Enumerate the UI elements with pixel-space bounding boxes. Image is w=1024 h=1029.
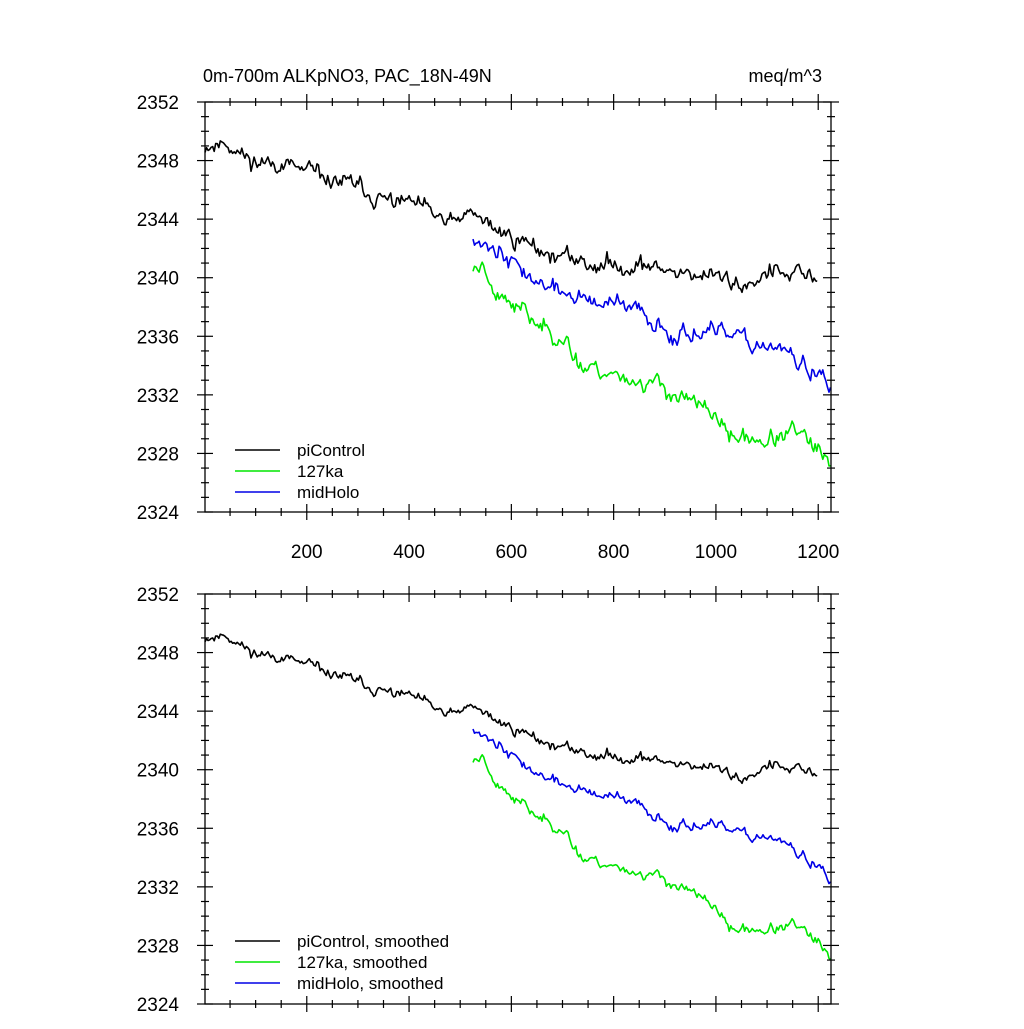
x-tick-label: 1200 bbox=[797, 542, 839, 563]
y-tick-label: 2352 bbox=[137, 93, 179, 114]
series-line-picontrol bbox=[204, 140, 818, 294]
top-legend: piControl 127ka midHolo bbox=[235, 441, 365, 502]
y-tick-label: 2336 bbox=[137, 819, 179, 840]
series-line-picontrol-smoothed bbox=[204, 633, 818, 785]
series-line-midholo-smoothed bbox=[472, 728, 832, 885]
y-tick-label: 2344 bbox=[137, 702, 180, 723]
bottom-panel: 2324 2328 2332 2336 2340 2344 2348 2352 … bbox=[137, 585, 839, 1016]
legend-label-127ka: 127ka bbox=[297, 462, 344, 481]
top-chart-units: meq/m^3 bbox=[749, 66, 822, 86]
top-series-group bbox=[204, 140, 832, 467]
y-tick-label: 2324 bbox=[137, 503, 180, 524]
top-y-tick-labels: 2324 2328 2332 2336 2340 2344 2348 2352 bbox=[137, 93, 180, 524]
y-tick-label: 2352 bbox=[137, 585, 179, 606]
y-tick-label: 2344 bbox=[137, 210, 180, 231]
x-tick-label: 1000 bbox=[695, 542, 737, 563]
top-panel: 0m-700m ALKpNO3, PAC_18N-49N meq/m^3 232… bbox=[137, 66, 840, 563]
y-tick-label: 2340 bbox=[137, 761, 179, 782]
y-tick-label: 2328 bbox=[137, 444, 179, 465]
y-tick-label: 2336 bbox=[137, 327, 179, 348]
x-tick-label: 600 bbox=[495, 542, 527, 563]
series-line-127ka-smoothed bbox=[472, 754, 831, 960]
bottom-y-tick-labels: 2324 2328 2332 2336 2340 2344 2348 2352 bbox=[137, 585, 180, 1016]
top-x-tick-labels: 200 400 600 800 1000 1200 bbox=[291, 542, 839, 563]
y-tick-label: 2348 bbox=[137, 644, 179, 665]
y-tick-label: 2348 bbox=[137, 152, 179, 173]
bottom-tick-marks bbox=[197, 586, 839, 1012]
top-tick-marks bbox=[197, 94, 839, 520]
legend-label-midholo: midHolo bbox=[297, 483, 359, 502]
x-tick-label: 400 bbox=[393, 542, 425, 563]
x-tick-label: 800 bbox=[598, 542, 630, 563]
y-tick-label: 2324 bbox=[137, 995, 180, 1016]
legend-label-127ka-smoothed: 127ka, smoothed bbox=[297, 953, 427, 972]
series-line-midholo bbox=[472, 238, 832, 393]
y-tick-label: 2340 bbox=[137, 269, 179, 290]
x-tick-label: 200 bbox=[291, 542, 323, 563]
top-chart-title: 0m-700m ALKpNO3, PAC_18N-49N bbox=[203, 66, 492, 87]
series-line-127ka bbox=[472, 261, 831, 467]
y-tick-label: 2328 bbox=[137, 936, 179, 957]
bottom-legend: piControl, smoothed 127ka, smoothed midH… bbox=[235, 932, 449, 993]
y-tick-label: 2332 bbox=[137, 878, 179, 899]
bottom-series-group bbox=[204, 633, 832, 960]
legend-label-picontrol: piControl bbox=[297, 441, 365, 460]
legend-label-picontrol-smoothed: piControl, smoothed bbox=[297, 932, 449, 951]
legend-label-midholo-smoothed: midHolo, smoothed bbox=[297, 974, 443, 993]
y-tick-label: 2332 bbox=[137, 386, 179, 407]
